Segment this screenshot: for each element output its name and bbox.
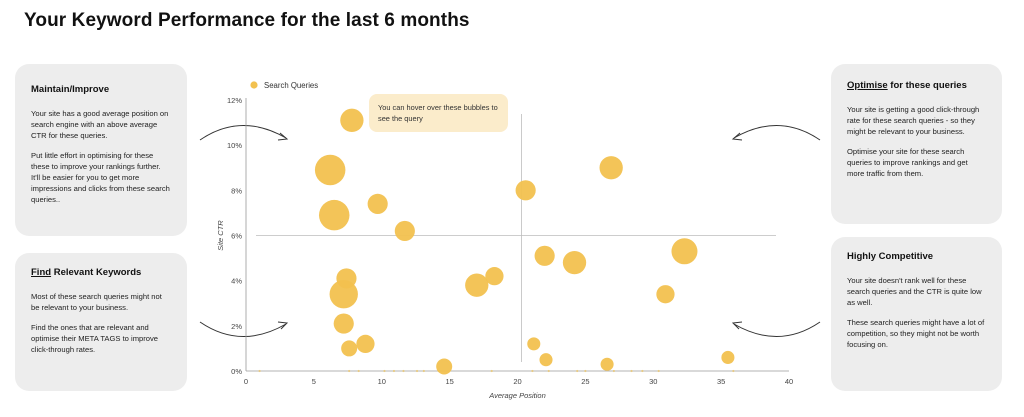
data-bubble[interactable] [356,334,375,354]
x-tick-label: 35 [717,377,725,386]
data-bubble[interactable] [415,369,419,373]
maintain-improve-title: Maintain/Improve [31,84,110,95]
y-tick-label: 6% [231,232,242,241]
optimise-card: Optimise for these queries Your site is … [831,64,1002,224]
find-keywords-text-2: Find the ones that are relevant and opti… [31,323,159,354]
data-bubble[interactable] [318,199,350,231]
x-tick-label: 40 [785,377,793,386]
x-axis-label: Average Position [488,391,546,400]
data-bubble[interactable] [531,369,534,373]
x-tick-label: 10 [378,377,386,386]
y-axis-label: Site CTR [216,220,225,251]
data-bubble[interactable] [383,369,386,373]
data-bubble[interactable] [576,369,579,373]
data-bubble[interactable] [329,280,358,309]
arrow-bottom-left-icon [199,321,289,337]
data-bubble[interactable] [584,369,587,373]
x-tick-label: 30 [649,377,657,386]
data-bubble[interactable] [392,369,396,373]
highly-competitive-text-2: These search queries might have a lot of… [847,318,985,349]
find-keywords-text-1: Most of these search queries might not b… [31,292,162,312]
data-bubble[interactable] [367,193,388,214]
optimise-title-underlined: Optimise [847,80,888,91]
optimise-title-rest: for these queries [887,80,967,91]
data-bubble[interactable] [348,369,351,373]
y-tick-label: 2% [231,322,242,331]
data-bubble[interactable] [641,369,644,373]
legend-label: Search Queries [264,81,318,90]
arrow-bottom-right-icon [731,321,821,337]
x-tick-label: 0 [244,377,248,386]
data-bubble[interactable] [333,313,354,334]
maintain-improve-card: Maintain/Improve Your site has a good av… [15,64,187,236]
data-bubble[interactable] [357,369,360,373]
optimise-title: Optimise for these queries [847,80,986,91]
maintain-improve-text-1: Your site has a good average position on… [31,109,169,140]
data-bubble[interactable] [547,369,550,373]
y-tick-label: 8% [231,186,242,195]
highly-competitive-text-1: Your site doesn't rank well for these se… [847,276,982,307]
legend-swatch [250,81,258,89]
data-bubble[interactable] [656,285,675,304]
data-bubble[interactable] [562,250,587,275]
highly-competitive-title: Highly Competitive [847,251,934,262]
arrow-top-left-icon [199,125,289,141]
data-bubble[interactable] [657,369,660,373]
data-bubble[interactable] [630,369,633,373]
data-bubble[interactable] [721,350,735,364]
y-tick-label: 10% [227,141,242,150]
data-bubble[interactable] [671,238,698,265]
data-bubble[interactable] [340,108,364,132]
x-tick-label: 20 [513,377,521,386]
hover-hint-tooltip: You can hover over these bubbles to see … [369,94,508,132]
data-bubble[interactable] [612,369,615,373]
find-keywords-title-rest: Relevant Keywords [51,267,142,278]
find-keywords-title: Find Relevant Keywords [31,267,171,278]
data-bubble[interactable] [527,337,541,351]
data-bubble[interactable] [490,369,493,373]
data-bubble[interactable] [394,220,415,242]
y-tick-label: 0% [231,367,242,376]
data-bubble[interactable] [599,156,623,180]
data-bubble[interactable] [600,357,614,371]
data-bubble[interactable] [732,369,735,373]
data-bubble[interactable] [515,180,536,201]
optimise-text-2: Optimise your site for these search quer… [847,147,968,178]
optimise-text-1: Your site is getting a good click-throug… [847,105,980,136]
y-tick-label: 4% [231,277,242,286]
data-bubble[interactable] [402,369,405,373]
data-bubble[interactable] [539,353,553,367]
data-bubble[interactable] [534,245,555,266]
data-bubble[interactable] [436,358,453,375]
data-bubble[interactable] [465,273,489,297]
data-bubble[interactable] [341,340,358,357]
x-tick-label: 5 [312,377,316,386]
find-keywords-title-underlined: Find [31,267,52,278]
data-bubble[interactable] [437,369,440,373]
x-tick-label: 25 [581,377,589,386]
data-bubble[interactable] [485,267,504,286]
page-title: Your Keyword Performance for the last 6 … [24,10,470,31]
data-bubble[interactable] [314,154,346,186]
data-bubble[interactable] [422,369,425,373]
find-keywords-card: Find Relevant Keywords Most of these sea… [15,253,187,391]
y-tick-label: 12% [227,96,242,105]
arrow-top-right-icon [731,125,821,141]
x-tick-label: 15 [445,377,453,386]
maintain-improve-text-2: Put little effort in optimising for thes… [31,151,170,204]
data-bubble[interactable] [258,369,261,373]
highly-competitive-card: Highly Competitive Your site doesn't ran… [831,237,1002,391]
